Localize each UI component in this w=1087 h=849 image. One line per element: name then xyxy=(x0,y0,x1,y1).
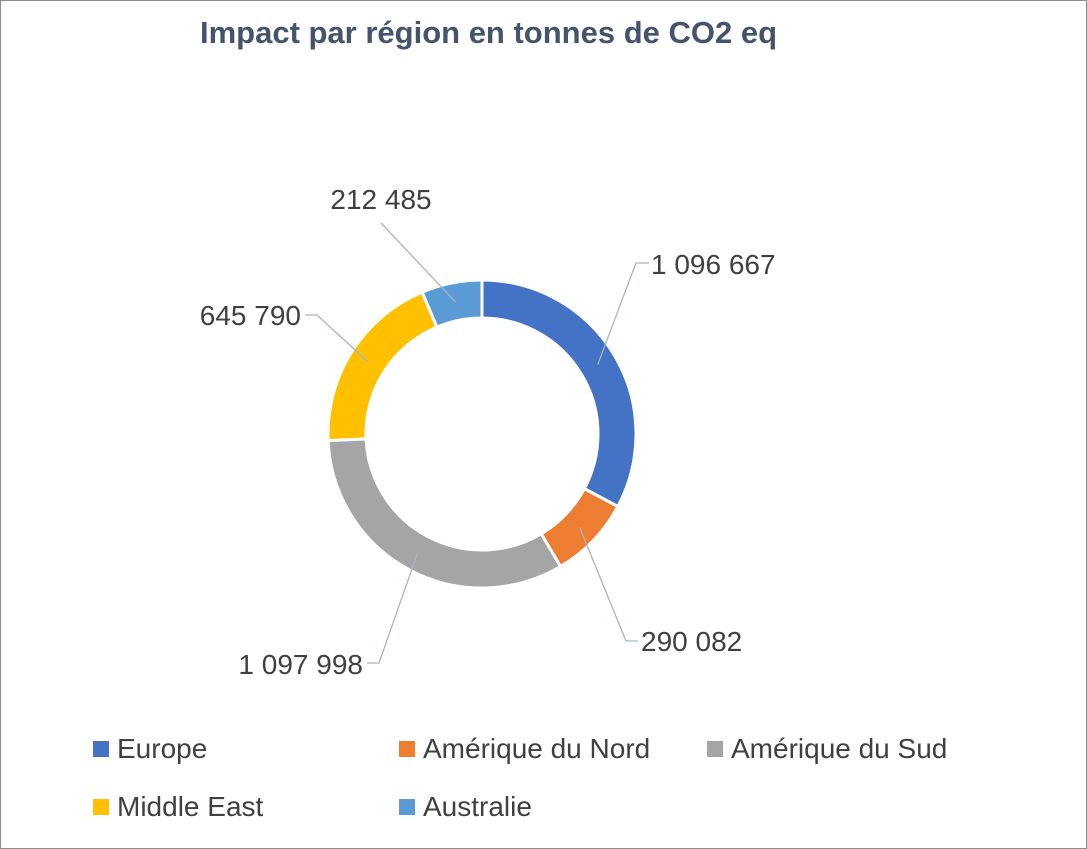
donut-slice-3 xyxy=(326,290,439,443)
legend-swatch xyxy=(399,741,415,757)
legend-item: Europe xyxy=(93,733,207,765)
data-label-4: 212 485 xyxy=(330,184,431,215)
donut-slice-0 xyxy=(480,278,638,509)
leader-line-3 xyxy=(305,314,369,363)
leader-line-1 xyxy=(578,527,638,642)
data-label-0: 1 096 667 xyxy=(651,249,776,280)
legend-label: Amérique du Nord xyxy=(423,733,651,764)
legend-item: Amérique du Sud xyxy=(707,733,947,765)
leader-line-0 xyxy=(597,262,649,365)
legend-swatch xyxy=(93,799,109,815)
donut-slice-4 xyxy=(420,278,484,330)
legend-item: Middle East xyxy=(93,791,263,823)
chart-title: Impact par région en tonnes de CO2 eq xyxy=(199,15,778,50)
legend-item: Amérique du Nord xyxy=(399,733,650,765)
data-label-1: 290 082 xyxy=(641,626,742,657)
legend-swatch xyxy=(93,741,109,757)
leader-line-2 xyxy=(367,552,419,664)
legend-item: Australie xyxy=(399,791,532,823)
legend-swatch xyxy=(707,741,723,757)
donut-slice-2 xyxy=(326,437,563,590)
legend-label: Middle East xyxy=(117,791,264,822)
legend-swatch xyxy=(399,799,415,815)
data-label-3: 645 790 xyxy=(200,300,301,331)
leader-line-4 xyxy=(380,222,456,303)
legend-label: Amérique du Sud xyxy=(731,733,948,764)
data-label-2: 1 097 998 xyxy=(238,649,363,680)
legend-label: Australie xyxy=(423,791,532,822)
legend-label: Europe xyxy=(117,733,208,764)
